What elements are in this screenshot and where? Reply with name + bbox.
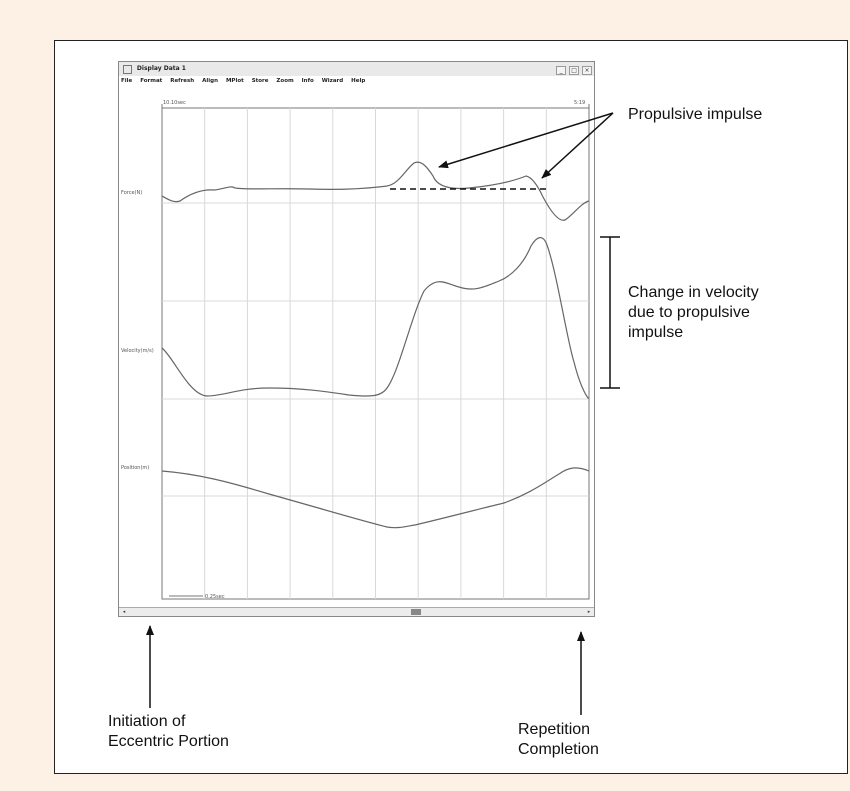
force-series-label: Force(N) [121, 190, 143, 196]
velocity-series-label: Velocity(m/s) [121, 348, 154, 354]
menu-refresh[interactable]: Refresh [170, 78, 195, 84]
velocity-change-line1: Change in velocity [628, 284, 759, 301]
window-title: Display Data 1 [136, 65, 186, 72]
menu-file[interactable]: File [121, 78, 133, 84]
menu-align[interactable]: Align [202, 78, 219, 84]
time-start-label: 10.10sec [163, 100, 186, 106]
propulsive-impulse-label: Propulsive impulse [628, 106, 763, 123]
window-titlebar[interactable]: Display Data 1 _ □ × [119, 62, 594, 76]
horizontal-scrollbar[interactable]: ◂ ▸ [119, 607, 594, 616]
menu-info[interactable]: Info [301, 78, 314, 84]
menu-store[interactable]: Store [251, 78, 269, 84]
scale-bar-label: 0.25sec [205, 594, 225, 600]
minimize-button[interactable]: _ [556, 66, 567, 75]
initiation-label-line1: Initiation of [108, 713, 186, 730]
initiation-label-line2: Eccentric Portion [108, 733, 229, 750]
menu-help[interactable]: Help [351, 78, 366, 84]
position-curve [161, 467, 590, 529]
window-buttons: _ □ × [555, 64, 592, 75]
velocity-change-line2: due to propulsive [628, 304, 750, 321]
scroll-right-arrow-icon[interactable]: ▸ [587, 609, 591, 615]
display-data-window: Display Data 1 _ □ × File Format Refresh… [118, 61, 595, 617]
app-icon [123, 64, 132, 74]
velocity-change-line3: impulse [628, 324, 684, 341]
menu-bar: File Format Refresh Align MPlot Store Zo… [119, 76, 594, 87]
force-curve [161, 161, 590, 221]
propulsive-arrow-1 [438, 112, 614, 169]
menu-zoom[interactable]: Zoom [276, 78, 294, 84]
plot-area [161, 104, 590, 600]
scroll-left-arrow-icon[interactable]: ◂ [122, 609, 126, 615]
menu-wizard[interactable]: Wizard [321, 78, 344, 84]
propulsive-arrow-2 [541, 112, 614, 179]
time-end-label: 5:19 [574, 100, 586, 106]
menu-mplot[interactable]: MPlot [225, 78, 244, 84]
menu-format[interactable]: Format [140, 78, 163, 84]
close-button[interactable]: × [582, 66, 592, 75]
completion-label-line1: Repetition [518, 721, 591, 738]
velocity-curve [161, 237, 590, 400]
position-series-label: Position(m) [121, 465, 150, 471]
scroll-thumb[interactable] [411, 609, 421, 615]
maximize-button[interactable]: □ [569, 66, 580, 75]
completion-label-line2: Completion [518, 741, 599, 758]
